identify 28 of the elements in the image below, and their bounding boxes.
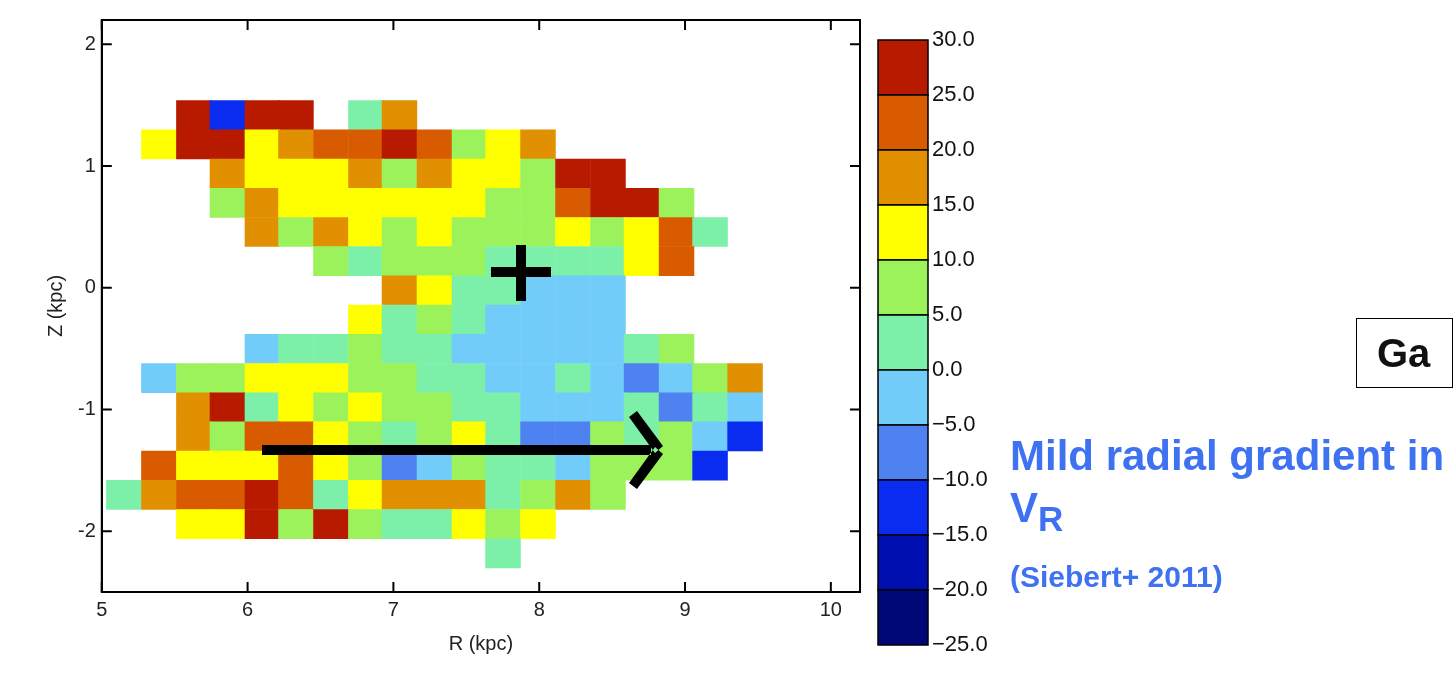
color-bar-label: 30.0 — [932, 26, 975, 52]
color-bar-label: 10.0 — [932, 246, 975, 272]
y-axis-title: Z (kpc) — [43, 274, 66, 338]
text: Ga — [1356, 318, 1453, 388]
color-bar-label: 15.0 — [932, 191, 975, 217]
text: (Siebert+ 2011) — [1010, 560, 1223, 594]
x-tick-label: 6 — [242, 597, 254, 620]
x-tick-label: 8 — [533, 597, 545, 620]
color-bar-label: −10.0 — [932, 466, 988, 492]
x-tick-label: 10 — [819, 597, 842, 620]
color-bar-label: 25.0 — [932, 81, 975, 107]
color-bar-label: −15.0 — [932, 521, 988, 547]
y-tick-label: -2 — [77, 518, 96, 541]
x-tick-label: 9 — [679, 597, 691, 620]
color-bar-label: −5.0 — [932, 411, 976, 437]
y-tick-label: 1 — [84, 153, 96, 176]
x-tick-label: 7 — [387, 597, 399, 620]
y-tick-label: 0 — [84, 275, 96, 298]
color-bar-label: −25.0 — [932, 631, 988, 657]
x-tick-label: 5 — [96, 597, 108, 620]
color-bar-label: 20.0 — [932, 136, 975, 162]
y-tick-label: 2 — [84, 31, 96, 54]
y-tick-label: -1 — [77, 396, 96, 419]
color-bar-label: −20.0 — [932, 576, 988, 602]
text: Mild radial gradient in V$_{R}$ — [1010, 431, 1446, 541]
color-bar-label: 5.0 — [932, 301, 963, 327]
color-bar-label: 0.0 — [932, 356, 963, 382]
x-axis-title: R (kpc) — [448, 631, 514, 654]
